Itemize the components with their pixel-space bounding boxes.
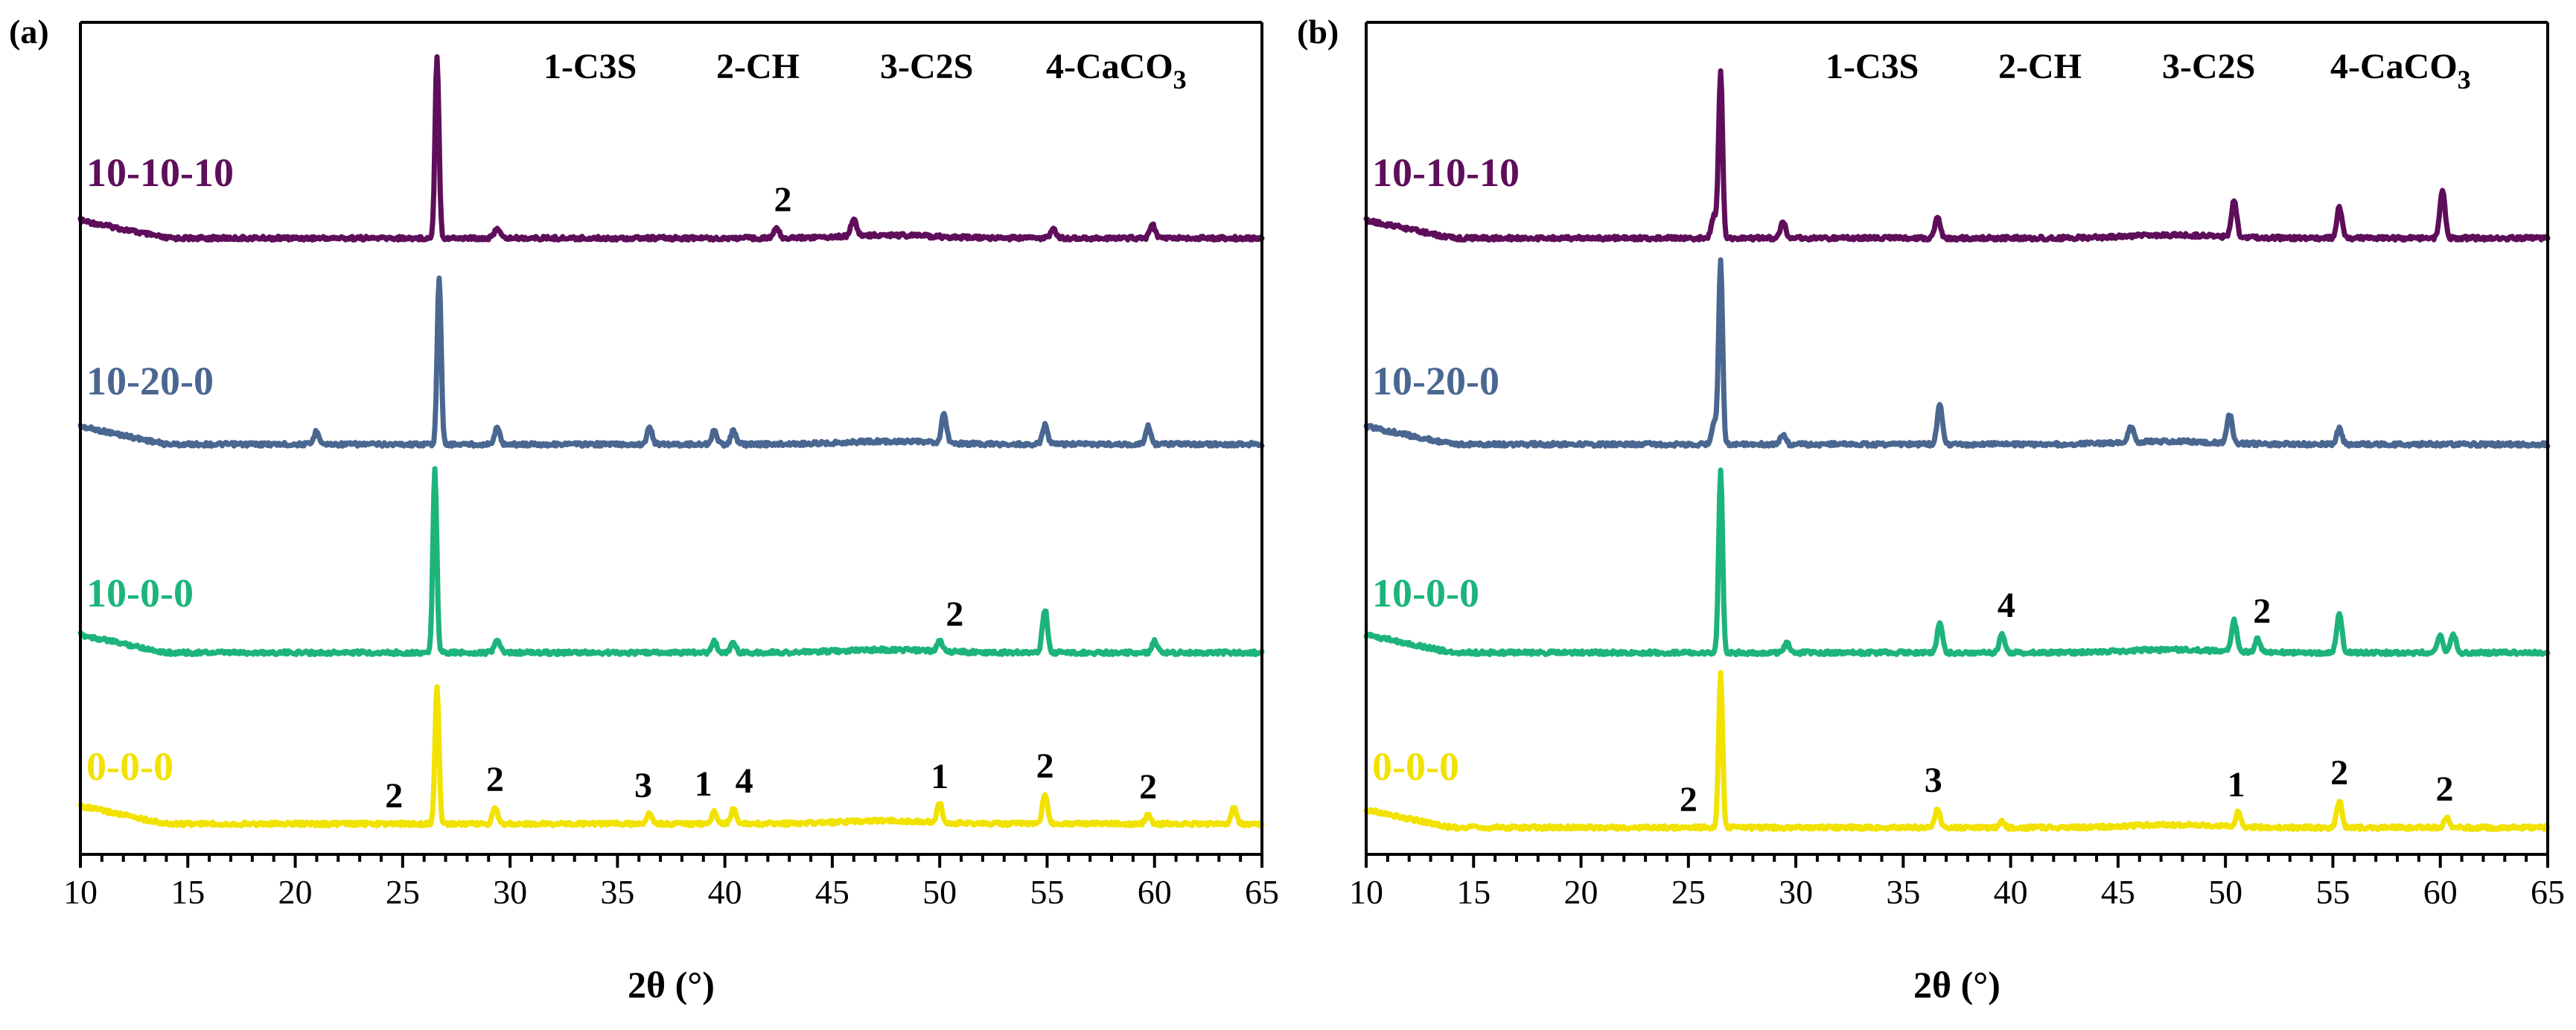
peak-label: 1 xyxy=(931,757,949,796)
x-axis-title: 2θ (°) xyxy=(628,964,715,1005)
legend-entry: 4-CaCO3 xyxy=(1046,47,1187,95)
series-line-10-10-10 xyxy=(1363,68,2551,243)
peak-label: 2 xyxy=(1139,767,1157,807)
series-label-10-0-0: 10-0-0 xyxy=(86,571,194,615)
legend-subscript: 3 xyxy=(2458,65,2471,95)
peak-label: 4 xyxy=(1998,586,2015,625)
legend-entry: 1-C3S xyxy=(543,47,637,86)
x-tick-label: 40 xyxy=(708,873,742,911)
x-tick-label: 10 xyxy=(1349,873,1383,911)
x-tick-label: 30 xyxy=(1779,873,1813,911)
x-tick-label: 50 xyxy=(922,873,957,911)
series-label-0-0-0: 0-0-0 xyxy=(1372,744,1459,789)
x-tick-label: 65 xyxy=(1245,873,1279,911)
x-tick-label: 40 xyxy=(1994,873,2028,911)
series-label-10-20-0: 10-20-0 xyxy=(1372,359,1499,403)
peak-label: 2 xyxy=(1036,746,1054,786)
x-tick-label: 30 xyxy=(493,873,527,911)
peak-label: 1 xyxy=(2228,765,2245,805)
peak-label: 3 xyxy=(1925,761,1942,800)
x-tick-label: 20 xyxy=(1564,873,1598,911)
x-tick-label: 50 xyxy=(2208,873,2242,911)
x-tick-label: 55 xyxy=(2315,873,2350,911)
x-tick-label: 15 xyxy=(1456,873,1491,911)
series-label-0-0-0: 0-0-0 xyxy=(86,744,173,789)
peak-label: 2 xyxy=(2435,770,2453,809)
peak-label: 2 xyxy=(2253,592,2271,631)
panel-label: (a) xyxy=(9,13,49,51)
x-tick-label: 25 xyxy=(1671,873,1706,911)
series-label-10-10-10: 10-10-10 xyxy=(1372,150,1520,195)
panel-label: (b) xyxy=(1297,13,1339,51)
peak-label: 2 xyxy=(1680,780,1697,819)
x-tick-label: 45 xyxy=(815,873,849,911)
peak-label: 3 xyxy=(634,766,652,805)
x-tick-label: 25 xyxy=(386,873,420,911)
series-line-10-0-0 xyxy=(1363,467,2551,657)
series-line-0-0-0 xyxy=(77,684,1265,828)
peak-label: 2 xyxy=(385,776,403,816)
x-tick-label: 65 xyxy=(2531,873,2565,911)
legend-entry: 1-C3S xyxy=(1826,47,1919,86)
x-tick-label: 20 xyxy=(278,873,313,911)
legend-subscript: 3 xyxy=(1173,65,1187,95)
series-line-10-0-0 xyxy=(77,466,1265,657)
x-tick-label: 10 xyxy=(63,873,98,911)
series-line-0-0-0 xyxy=(1363,670,2551,832)
legend-entry: 2-CH xyxy=(1998,47,2082,86)
series-line-10-10-10 xyxy=(77,54,1265,243)
x-axis-title: 2θ (°) xyxy=(1913,964,2000,1005)
series-label-10-10-10: 10-10-10 xyxy=(86,150,234,195)
peak-label: 2 xyxy=(2330,753,2348,793)
peak-label: 4 xyxy=(736,761,753,801)
peak-label: 2 xyxy=(946,595,963,634)
series-label-10-0-0: 10-0-0 xyxy=(1372,571,1479,615)
legend-entry: 3-C2S xyxy=(880,47,973,86)
series-line-10-20-0 xyxy=(1363,257,2551,449)
legend-entry: 3-C2S xyxy=(2162,47,2255,86)
peak-label: 2 xyxy=(486,760,504,799)
legend-entry: 2-CH xyxy=(716,47,800,86)
x-tick-label: 60 xyxy=(2423,873,2458,911)
x-tick-label: 15 xyxy=(170,873,205,911)
series-label-10-20-0: 10-20-0 xyxy=(86,359,214,403)
peak-label: 1 xyxy=(695,764,712,804)
x-tick-label: 45 xyxy=(2101,873,2135,911)
peak-label: 2 xyxy=(774,180,792,220)
x-tick-label: 35 xyxy=(600,873,634,911)
x-tick-label: 55 xyxy=(1030,873,1064,911)
x-tick-label: 60 xyxy=(1138,873,1172,911)
legend-entry: 4-CaCO3 xyxy=(2330,47,2471,95)
series-line-10-20-0 xyxy=(77,275,1265,449)
x-tick-label: 35 xyxy=(1886,873,1920,911)
chart-panel-b: 10-10-10 10-20-0 10-0-0 0-0-0 4 2 2 3 1 2 2 10 15 20 2… xyxy=(1297,13,2565,1005)
